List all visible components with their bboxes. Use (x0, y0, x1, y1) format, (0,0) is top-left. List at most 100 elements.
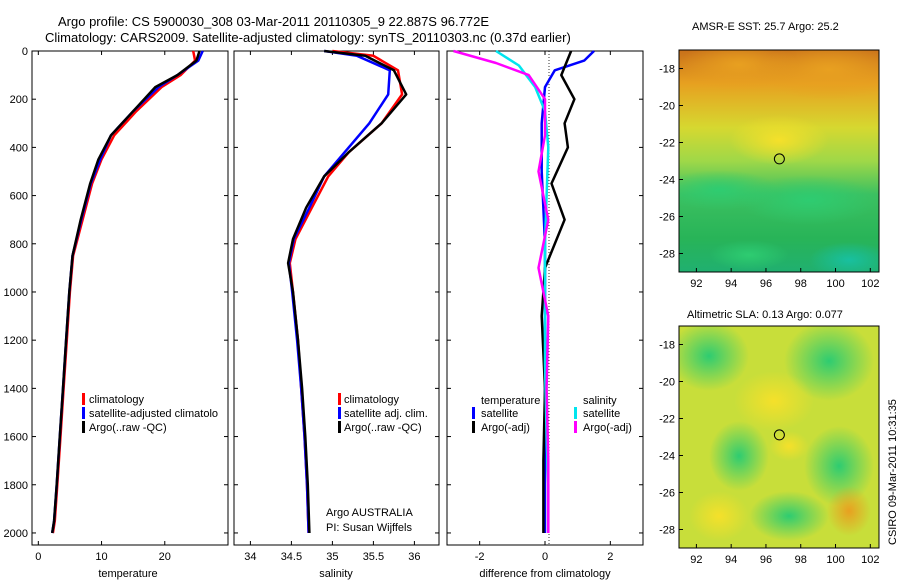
map-x-tick-label: 96 (760, 554, 772, 566)
legend-title-temperature: temperature (481, 395, 540, 407)
legend-label-climatology: climatology (89, 394, 145, 406)
legend-label-sal-satellite: satellite (583, 408, 620, 420)
legend-swatch-satellite (338, 407, 341, 419)
map-y-tick-label: -22 (659, 414, 675, 426)
legend-label-satellite: satellite adj. clim. (344, 408, 428, 420)
header-line2: Climatology: CARS2009. Satellite-adjuste… (45, 30, 571, 45)
sst-map-frame (678, 49, 880, 273)
map-y-tick-label: -22 (659, 138, 675, 150)
footer-timestamp: CSIRO 09-Mar-2011 10:31:35 (887, 399, 899, 545)
sla-map-image (679, 326, 879, 548)
y-tick-label: 1200 (4, 335, 28, 347)
x-tick-label: 36 (408, 551, 420, 563)
legend-swatch-climatology (82, 393, 85, 405)
legend-label-temp-argo: Argo(-adj) (481, 422, 530, 434)
map-y-tick-label: -18 (659, 340, 675, 352)
x-tick-label: 35 (326, 551, 338, 563)
map-y-tick-label: -20 (659, 377, 675, 389)
salinity-axes (233, 50, 440, 546)
map-y-tick-label: -24 (659, 175, 675, 187)
x-tick-label: 34.5 (281, 551, 302, 563)
legend-label-satellite: satellite-adjusted climatolo (89, 408, 218, 420)
map-y-tick-label: -28 (659, 249, 675, 261)
map-x-tick-label: 100 (826, 278, 844, 290)
y-tick-label: 800 (10, 239, 28, 251)
map-x-tick-label: 96 (760, 278, 772, 290)
map-y-tick-label: -24 (659, 451, 675, 463)
sla-map: Altimetric SLA: 0.13 Argo: 0.077 92 94 96 9… (659, 309, 880, 566)
legend-label-sal-argo: Argo(-adj) (583, 422, 632, 434)
argo-location-marker (773, 153, 785, 165)
legend-label-argo: Argo(..raw -QC) (344, 422, 422, 434)
x-tick-label: 0 (35, 551, 41, 563)
y-tick-label: 1800 (4, 480, 28, 492)
legend-swatch-sal-satellite (574, 407, 577, 419)
legend-swatch-sal-argo (574, 421, 577, 433)
legend-title-salinity: salinity (583, 395, 617, 407)
x-tick-label: 10 (95, 551, 107, 563)
map-x-tick-label: 98 (795, 278, 807, 290)
sst-map: AMSR-E SST: 25.7 Argo: 25.2 92 94 96 98 100 1… (659, 21, 880, 290)
legend-label-temp-satellite: satellite (481, 408, 518, 420)
sla-map-frame (678, 325, 880, 549)
map-x-tick-label: 98 (795, 554, 807, 566)
x-tick-label: 20 (159, 551, 171, 563)
legend-swatch-argo (338, 421, 341, 433)
annotation-pi: PI: Susan Wijffels (326, 522, 412, 534)
header-line1: Argo profile: CS 5900030_308 03-Mar-2011… (58, 14, 489, 29)
sst-map-title: AMSR-E SST: 25.7 Argo: 25.2 (692, 21, 839, 33)
legend-swatch-temp-satellite (472, 407, 475, 419)
x-tick-label: 2 (607, 551, 613, 563)
x-tick-label: 34 (244, 551, 256, 563)
legend-label-argo: Argo(..raw -QC) (89, 422, 167, 434)
series-line-salinity-argo-adj (453, 49, 550, 533)
difference-panel: -2 0 2 difference from climatology tempera… (446, 49, 644, 580)
series-line-satellite-adj-clim (287, 49, 392, 534)
legend-label-climatology: climatology (344, 394, 400, 406)
y-tick-label: 0 (22, 46, 28, 58)
legend-swatch-argo (82, 421, 85, 433)
y-tick-label: 400 (10, 142, 28, 154)
salinity-panel: 34 34.5 35 35.5 36 salinity climatology sate… (233, 49, 440, 580)
x-tick-label: -2 (475, 551, 485, 563)
difference-legend: temperature salinity satellite Argo(-adj… (472, 395, 632, 434)
temperature-panel: 0 10 2002004006008001000120014001600180020… (4, 46, 229, 580)
map-y-tick-label: -26 (659, 488, 675, 500)
argo-location-marker (773, 429, 785, 441)
series-line-argo-raw-qc (50, 50, 201, 534)
x-tick-label: 0 (542, 551, 548, 563)
map-x-tick-label: 94 (725, 554, 737, 566)
legend-swatch-satellite (82, 407, 85, 419)
map-x-tick-label: 94 (725, 278, 737, 290)
map-y-tick-label: -18 (659, 64, 675, 76)
map-x-tick-label: 102 (861, 554, 879, 566)
y-tick-label: 2000 (4, 528, 28, 540)
series-line-satellite-adjusted-climatolo (50, 50, 204, 534)
temperature-legend: climatology satellite-adjusted climatolo… (82, 393, 218, 434)
map-x-tick-label: 100 (826, 554, 844, 566)
series-line-argo-raw-qc (286, 49, 408, 534)
annotation-argo-australia: Argo AUSTRALIA (326, 507, 413, 519)
y-tick-label: 1400 (4, 383, 28, 395)
map-x-tick-label: 92 (690, 278, 702, 290)
y-tick-label: 200 (10, 94, 28, 106)
legend-swatch-climatology (338, 393, 341, 405)
map-y-tick-label: -28 (659, 525, 675, 537)
y-tick-label: 600 (10, 191, 28, 203)
sst-map-image (679, 50, 879, 272)
temperature-xlabel: temperature (98, 568, 157, 580)
difference-xlabel: difference from climatology (479, 568, 611, 580)
legend-swatch-temp-argo (472, 421, 475, 433)
map-y-tick-label: -26 (659, 212, 675, 224)
map-y-tick-label: -20 (659, 101, 675, 113)
sla-map-title: Altimetric SLA: 0.13 Argo: 0.077 (687, 309, 843, 321)
y-tick-label: 1000 (4, 287, 28, 299)
map-x-tick-label: 102 (861, 278, 879, 290)
series-line-climatology (51, 50, 197, 534)
x-tick-label: 35.5 (363, 551, 384, 563)
y-tick-label: 1600 (4, 432, 28, 444)
temperature-axes (31, 50, 229, 546)
salinity-xlabel: salinity (319, 568, 353, 580)
map-x-tick-label: 92 (690, 554, 702, 566)
